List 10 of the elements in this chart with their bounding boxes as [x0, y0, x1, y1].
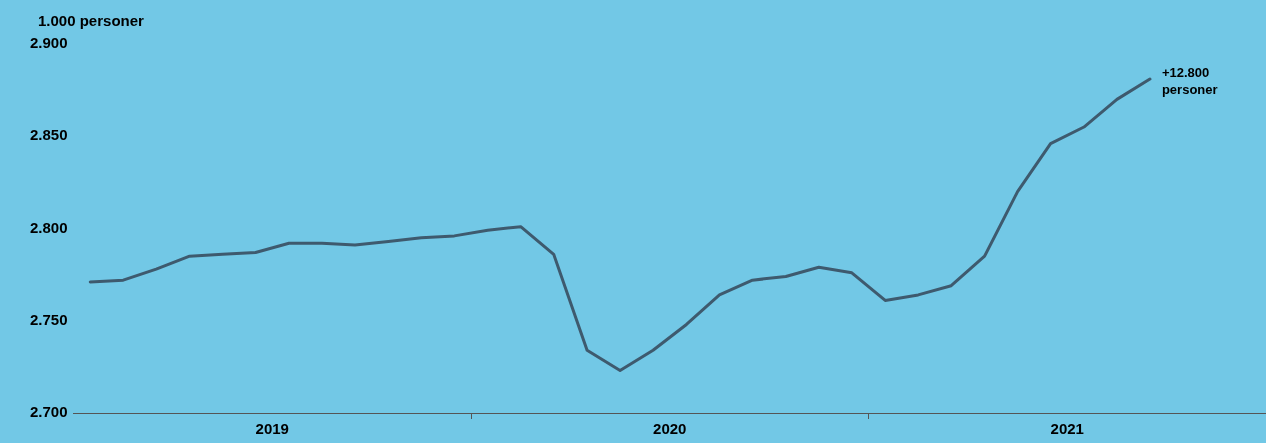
y-tick-label: 2.850: [30, 126, 68, 144]
y-tick-label: 2.800: [30, 218, 68, 236]
x-tick-label: 2019: [255, 420, 289, 438]
y-tick-label: 2.900: [30, 34, 68, 52]
x-tick-label: 2020: [653, 420, 687, 438]
x-tick-label: 2021: [1050, 420, 1084, 438]
annotation: +12.800 personer: [1161, 65, 1218, 98]
y-tick-label: 2.750: [30, 310, 68, 328]
y-tick-label: 2.700: [30, 403, 68, 421]
y-axis-title: 1.000 personer: [38, 11, 145, 29]
